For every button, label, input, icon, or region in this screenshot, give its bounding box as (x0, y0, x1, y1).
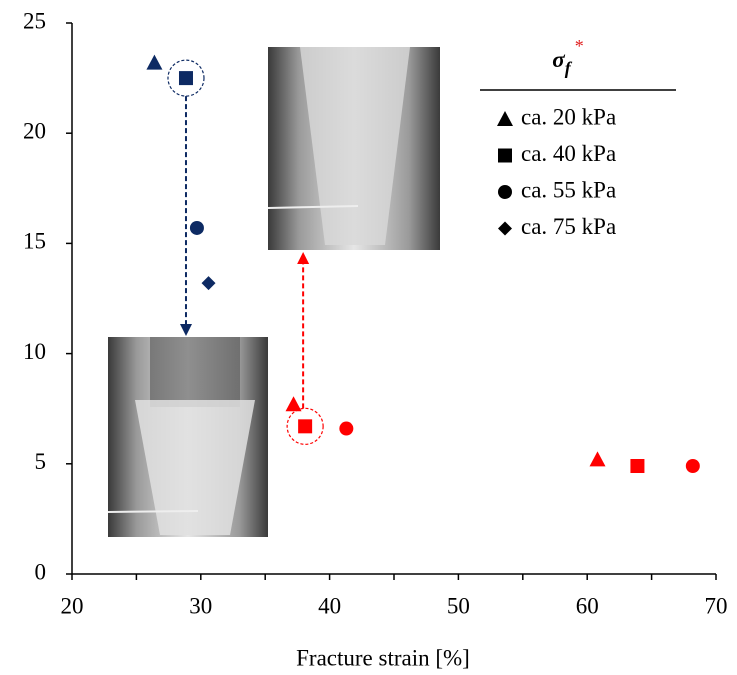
arrow-head (297, 252, 310, 264)
x-tick-label: 70 (705, 593, 728, 618)
legend-label: ca. 40 kPa (521, 141, 616, 166)
y-tick-label: 5 (35, 449, 47, 474)
point (189, 220, 204, 235)
y-tick-label: 25 (23, 8, 46, 33)
photo-upper (267, 47, 440, 250)
legend-label: ca. 20 kPa (521, 104, 616, 129)
highlight-ring (286, 407, 324, 445)
point (146, 54, 163, 70)
legend-label: ca. 75 kPa (521, 214, 616, 239)
legend-marker (498, 185, 512, 199)
point (178, 71, 193, 86)
x-axis-label: Fracture strain [%] (296, 645, 470, 670)
point (630, 459, 645, 474)
point (201, 276, 216, 291)
x-tick-label: 50 (447, 593, 470, 618)
x-tick-label: 60 (576, 593, 599, 618)
legend-label: ca. 55 kPa (521, 177, 616, 202)
photo-lower (107, 337, 268, 537)
legend-subscript: f (565, 58, 573, 78)
legend-title: σf* (552, 36, 583, 78)
legend-symbol: σ (552, 47, 565, 72)
arrow-head (179, 324, 192, 336)
point (339, 421, 354, 436)
y-tick-label: 15 (23, 229, 46, 254)
x-tick-label: 20 (61, 593, 84, 618)
legend-asterisk: * (575, 36, 584, 56)
legend-marker (498, 148, 512, 163)
y-tick-label: 10 (23, 339, 46, 364)
point (298, 419, 313, 434)
y-tick-label: 20 (23, 118, 46, 143)
legend-marker (498, 221, 512, 236)
x-tick-label: 40 (318, 593, 341, 618)
y-tick-label: 0 (35, 559, 47, 584)
point (285, 396, 302, 412)
legend-marker (497, 111, 513, 126)
highlight-ring (167, 59, 205, 97)
x-tick-label: 30 (189, 593, 212, 618)
point (685, 459, 700, 474)
point (589, 451, 606, 467)
